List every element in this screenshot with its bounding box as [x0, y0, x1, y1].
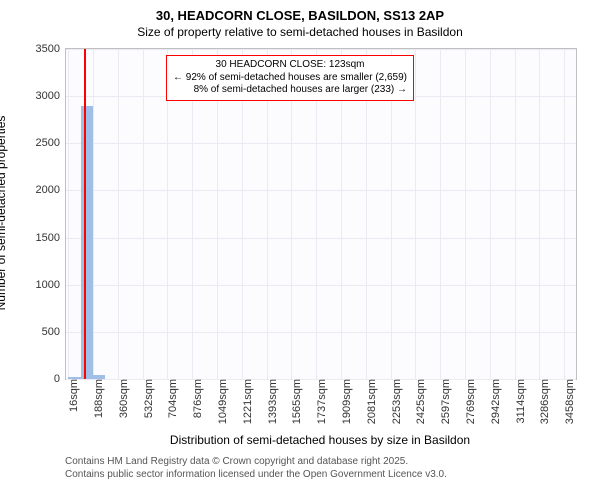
y-tick-label: 2500 — [36, 137, 66, 149]
y-tick-label: 2000 — [36, 184, 66, 196]
x-tick-label: 1737sqm — [312, 379, 328, 424]
grid-line-vertical — [93, 49, 94, 379]
grid-line-vertical — [440, 49, 441, 379]
x-tick-label: 360sqm — [114, 379, 130, 418]
x-tick-label: 16sqm — [64, 379, 80, 412]
histogram-bar — [93, 375, 105, 379]
x-tick-label: 532sqm — [139, 379, 155, 418]
chart-title: 30, HEADCORN CLOSE, BASILDON, SS13 2AP — [0, 0, 600, 23]
x-tick-label: 3458sqm — [560, 379, 576, 424]
annotation-box: 30 HEADCORN CLOSE: 123sqm← 92% of semi-d… — [166, 55, 414, 101]
x-tick-label: 2081sqm — [362, 379, 378, 424]
x-tick-label: 3286sqm — [535, 379, 551, 424]
grid-line-vertical — [465, 49, 466, 379]
grid-line-vertical — [539, 49, 540, 379]
annotation-line: ← 92% of semi-detached houses are smalle… — [173, 72, 407, 85]
x-tick-label: 188sqm — [89, 379, 105, 418]
grid-line-vertical — [490, 49, 491, 379]
x-tick-label: 1909sqm — [337, 379, 353, 424]
y-tick-label: 3000 — [36, 90, 66, 102]
grid-line-vertical — [415, 49, 416, 379]
grid-line-vertical — [68, 49, 69, 379]
x-tick-label: 704sqm — [163, 379, 179, 418]
annotation-line: 30 HEADCORN CLOSE: 123sqm — [173, 59, 407, 72]
chart-footer: Contains HM Land Registry data © Crown c… — [65, 456, 447, 481]
grid-line-vertical — [143, 49, 144, 379]
x-axis-label: Distribution of semi-detached houses by … — [170, 433, 470, 447]
x-tick-label: 1393sqm — [263, 379, 279, 424]
annotation-line: 8% of semi-detached houses are larger (2… — [173, 84, 407, 97]
footer-line-1: Contains HM Land Registry data © Crown c… — [65, 456, 447, 469]
grid-line-vertical — [564, 49, 565, 379]
y-axis-label: Number of semi-detached properties — [0, 116, 8, 311]
x-tick-label: 2769sqm — [461, 379, 477, 424]
chart-subtitle: Size of property relative to semi-detach… — [0, 23, 600, 39]
grid-line-vertical — [515, 49, 516, 379]
y-tick-label: 1500 — [36, 232, 66, 244]
x-tick-label: 2942sqm — [486, 379, 502, 424]
plot-area: 050010001500200025003000350016sqm188sqm3… — [65, 48, 577, 380]
x-tick-label: 2597sqm — [436, 379, 452, 424]
x-tick-label: 1221sqm — [238, 379, 254, 424]
grid-line-vertical — [118, 49, 119, 379]
chart-container: 30, HEADCORN CLOSE, BASILDON, SS13 2AP S… — [0, 0, 600, 500]
x-tick-label: 876sqm — [188, 379, 204, 418]
y-tick-label: 3500 — [36, 43, 66, 55]
histogram-bar — [81, 106, 93, 379]
x-tick-label: 3114sqm — [511, 379, 527, 423]
x-tick-label: 2253sqm — [387, 379, 403, 424]
y-tick-label: 500 — [42, 326, 66, 338]
x-tick-label: 2425sqm — [411, 379, 427, 424]
histogram-bar — [68, 377, 80, 379]
y-tick-label: 1000 — [36, 279, 66, 291]
highlight-line — [84, 49, 86, 379]
x-tick-label: 1049sqm — [213, 379, 229, 424]
footer-line-2: Contains public sector information licen… — [65, 469, 447, 482]
x-tick-label: 1565sqm — [287, 379, 303, 424]
